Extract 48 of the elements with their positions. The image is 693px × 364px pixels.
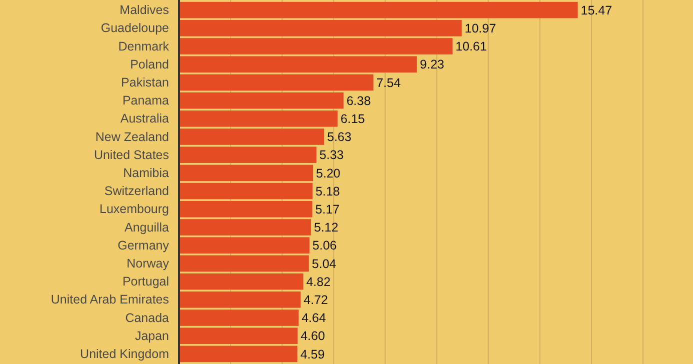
- bar: [179, 164, 314, 182]
- y-tick-label: Switzerland: [104, 184, 170, 198]
- y-tick-label: Denmark: [118, 39, 170, 54]
- y-tick-label: Namibia: [123, 166, 170, 180]
- y-tick-label: Pakistan: [121, 75, 170, 90]
- y-tick-label: Germany: [118, 238, 170, 252]
- bar: [179, 273, 304, 290]
- data-label: 5.12: [314, 220, 338, 235]
- y-tick-label: United States: [94, 148, 169, 162]
- data-label: 4.59: [300, 347, 325, 362]
- data-label: 9.23: [420, 58, 444, 72]
- bar: [179, 182, 313, 200]
- y-tick-label: Guadeloupe: [100, 21, 170, 36]
- data-label: 6.15: [340, 112, 365, 126]
- data-label: 15.47: [580, 3, 612, 18]
- y-tick-label: Norway: [126, 256, 170, 270]
- data-label: 4.64: [302, 311, 326, 326]
- bar: [179, 74, 374, 91]
- data-label: 6.38: [346, 94, 371, 108]
- data-label: 5.18: [316, 184, 340, 198]
- y-tick-label: Anguilla: [124, 220, 170, 234]
- data-label: 5.17: [315, 202, 340, 217]
- bar: [179, 346, 298, 362]
- bar: [179, 255, 309, 272]
- data-label: 5.33: [319, 148, 344, 162]
- y-tick-label: Canada: [125, 310, 170, 325]
- data-label: 10.97: [464, 22, 496, 36]
- y-tick-label: Maldives: [120, 3, 169, 18]
- data-label: 5.06: [312, 238, 337, 253]
- y-tick-label: Australia: [120, 112, 170, 126]
- data-label: 4.72: [304, 293, 328, 308]
- data-label: 10.61: [456, 40, 487, 54]
- data-label: 7.54: [376, 76, 401, 90]
- y-tick-label: United Kingdom: [80, 346, 169, 361]
- bar: [179, 92, 344, 109]
- data-label: 5.63: [327, 130, 352, 144]
- bar: [179, 2, 578, 18]
- y-tick-label: New Zealand: [95, 130, 170, 144]
- data-label: 4.60: [300, 329, 325, 344]
- y-tick-label: Poland: [130, 57, 170, 72]
- y-tick-label: Portugal: [122, 274, 169, 289]
- y-tick-label: Luxembourg: [100, 202, 170, 216]
- data-label: 4.82: [306, 274, 331, 289]
- data-label: 5.20: [316, 166, 340, 180]
- y-tick-label: Panama: [122, 94, 170, 108]
- y-tick-label: Japan: [134, 328, 170, 343]
- y-tick-label: United Arab Emirates: [50, 292, 169, 307]
- data-label: 5.04: [312, 256, 336, 271]
